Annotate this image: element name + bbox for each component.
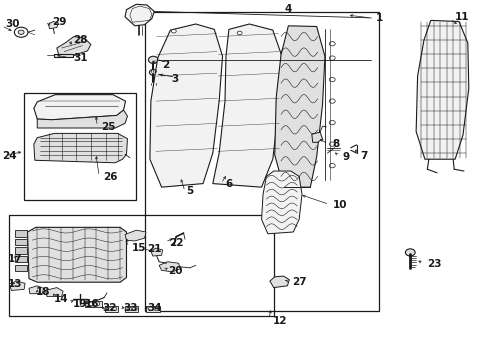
Text: 29: 29 [52,17,66,27]
Circle shape [148,307,153,311]
Text: 28: 28 [73,35,87,45]
Circle shape [329,56,334,60]
Text: 1: 1 [375,13,383,23]
Text: 21: 21 [147,244,161,254]
Text: 6: 6 [224,179,232,189]
Bar [15,239,27,245]
Text: 14: 14 [53,294,68,305]
Polygon shape [212,24,282,187]
Bar [15,265,27,271]
Circle shape [112,307,117,311]
Polygon shape [29,286,43,294]
Bar [15,247,27,253]
Circle shape [14,27,28,37]
Bar [24,93,136,200]
Text: 13: 13 [8,279,22,289]
Circle shape [132,307,137,311]
Text: 10: 10 [332,200,347,210]
Text: 7: 7 [360,150,367,161]
Text: 17: 17 [8,254,22,264]
Circle shape [405,249,414,256]
Text: 23: 23 [427,259,441,269]
Bar [15,256,27,262]
Circle shape [329,163,334,168]
Polygon shape [151,248,162,256]
Bar [144,12,378,311]
Circle shape [329,142,334,146]
Text: 9: 9 [341,152,348,162]
Text: 4: 4 [284,4,291,14]
Circle shape [171,30,176,33]
Text: 27: 27 [292,277,306,287]
Text: 22: 22 [168,238,183,248]
Polygon shape [311,132,322,142]
Polygon shape [45,288,63,297]
Polygon shape [159,262,180,272]
Polygon shape [48,22,58,29]
Text: 30: 30 [5,19,20,29]
Text: 5: 5 [185,186,193,197]
Polygon shape [27,227,126,282]
Bar [104,306,118,312]
Text: 31: 31 [73,53,87,63]
Polygon shape [415,21,468,159]
Polygon shape [125,4,154,26]
Polygon shape [125,230,146,241]
Text: 3: 3 [171,73,178,84]
Bar [145,306,160,312]
Polygon shape [34,134,127,163]
Circle shape [237,31,242,35]
Text: 26: 26 [103,172,117,182]
Text: 2: 2 [162,59,169,69]
Polygon shape [269,276,289,288]
Circle shape [127,307,132,311]
Text: 12: 12 [272,316,286,325]
Text: 25: 25 [101,122,115,132]
Bar [85,301,102,307]
Text: 18: 18 [36,287,51,297]
Bar [125,306,138,312]
Text: 34: 34 [147,303,161,313]
Circle shape [106,307,111,311]
Polygon shape [37,110,127,128]
Circle shape [154,307,158,311]
Text: 20: 20 [167,266,182,276]
Bar [54,54,73,57]
Circle shape [94,302,100,306]
Polygon shape [261,171,302,234]
Text: 32: 32 [102,303,116,313]
Text: 8: 8 [331,139,339,149]
Circle shape [88,302,94,306]
Text: 15: 15 [131,243,145,253]
Circle shape [329,99,334,103]
Polygon shape [150,24,222,187]
Circle shape [329,77,334,82]
Text: 11: 11 [454,12,468,22]
Polygon shape [57,37,91,56]
Bar [9,215,273,316]
Bar [15,230,27,237]
Polygon shape [34,95,125,120]
Circle shape [149,69,157,75]
Text: 24: 24 [1,150,16,161]
Circle shape [329,121,334,125]
Text: 19: 19 [73,299,87,309]
Circle shape [18,30,24,35]
Text: 16: 16 [85,299,100,309]
Polygon shape [9,281,25,291]
Text: 33: 33 [123,303,138,313]
Polygon shape [274,26,325,187]
Circle shape [329,41,334,46]
Circle shape [148,56,158,63]
